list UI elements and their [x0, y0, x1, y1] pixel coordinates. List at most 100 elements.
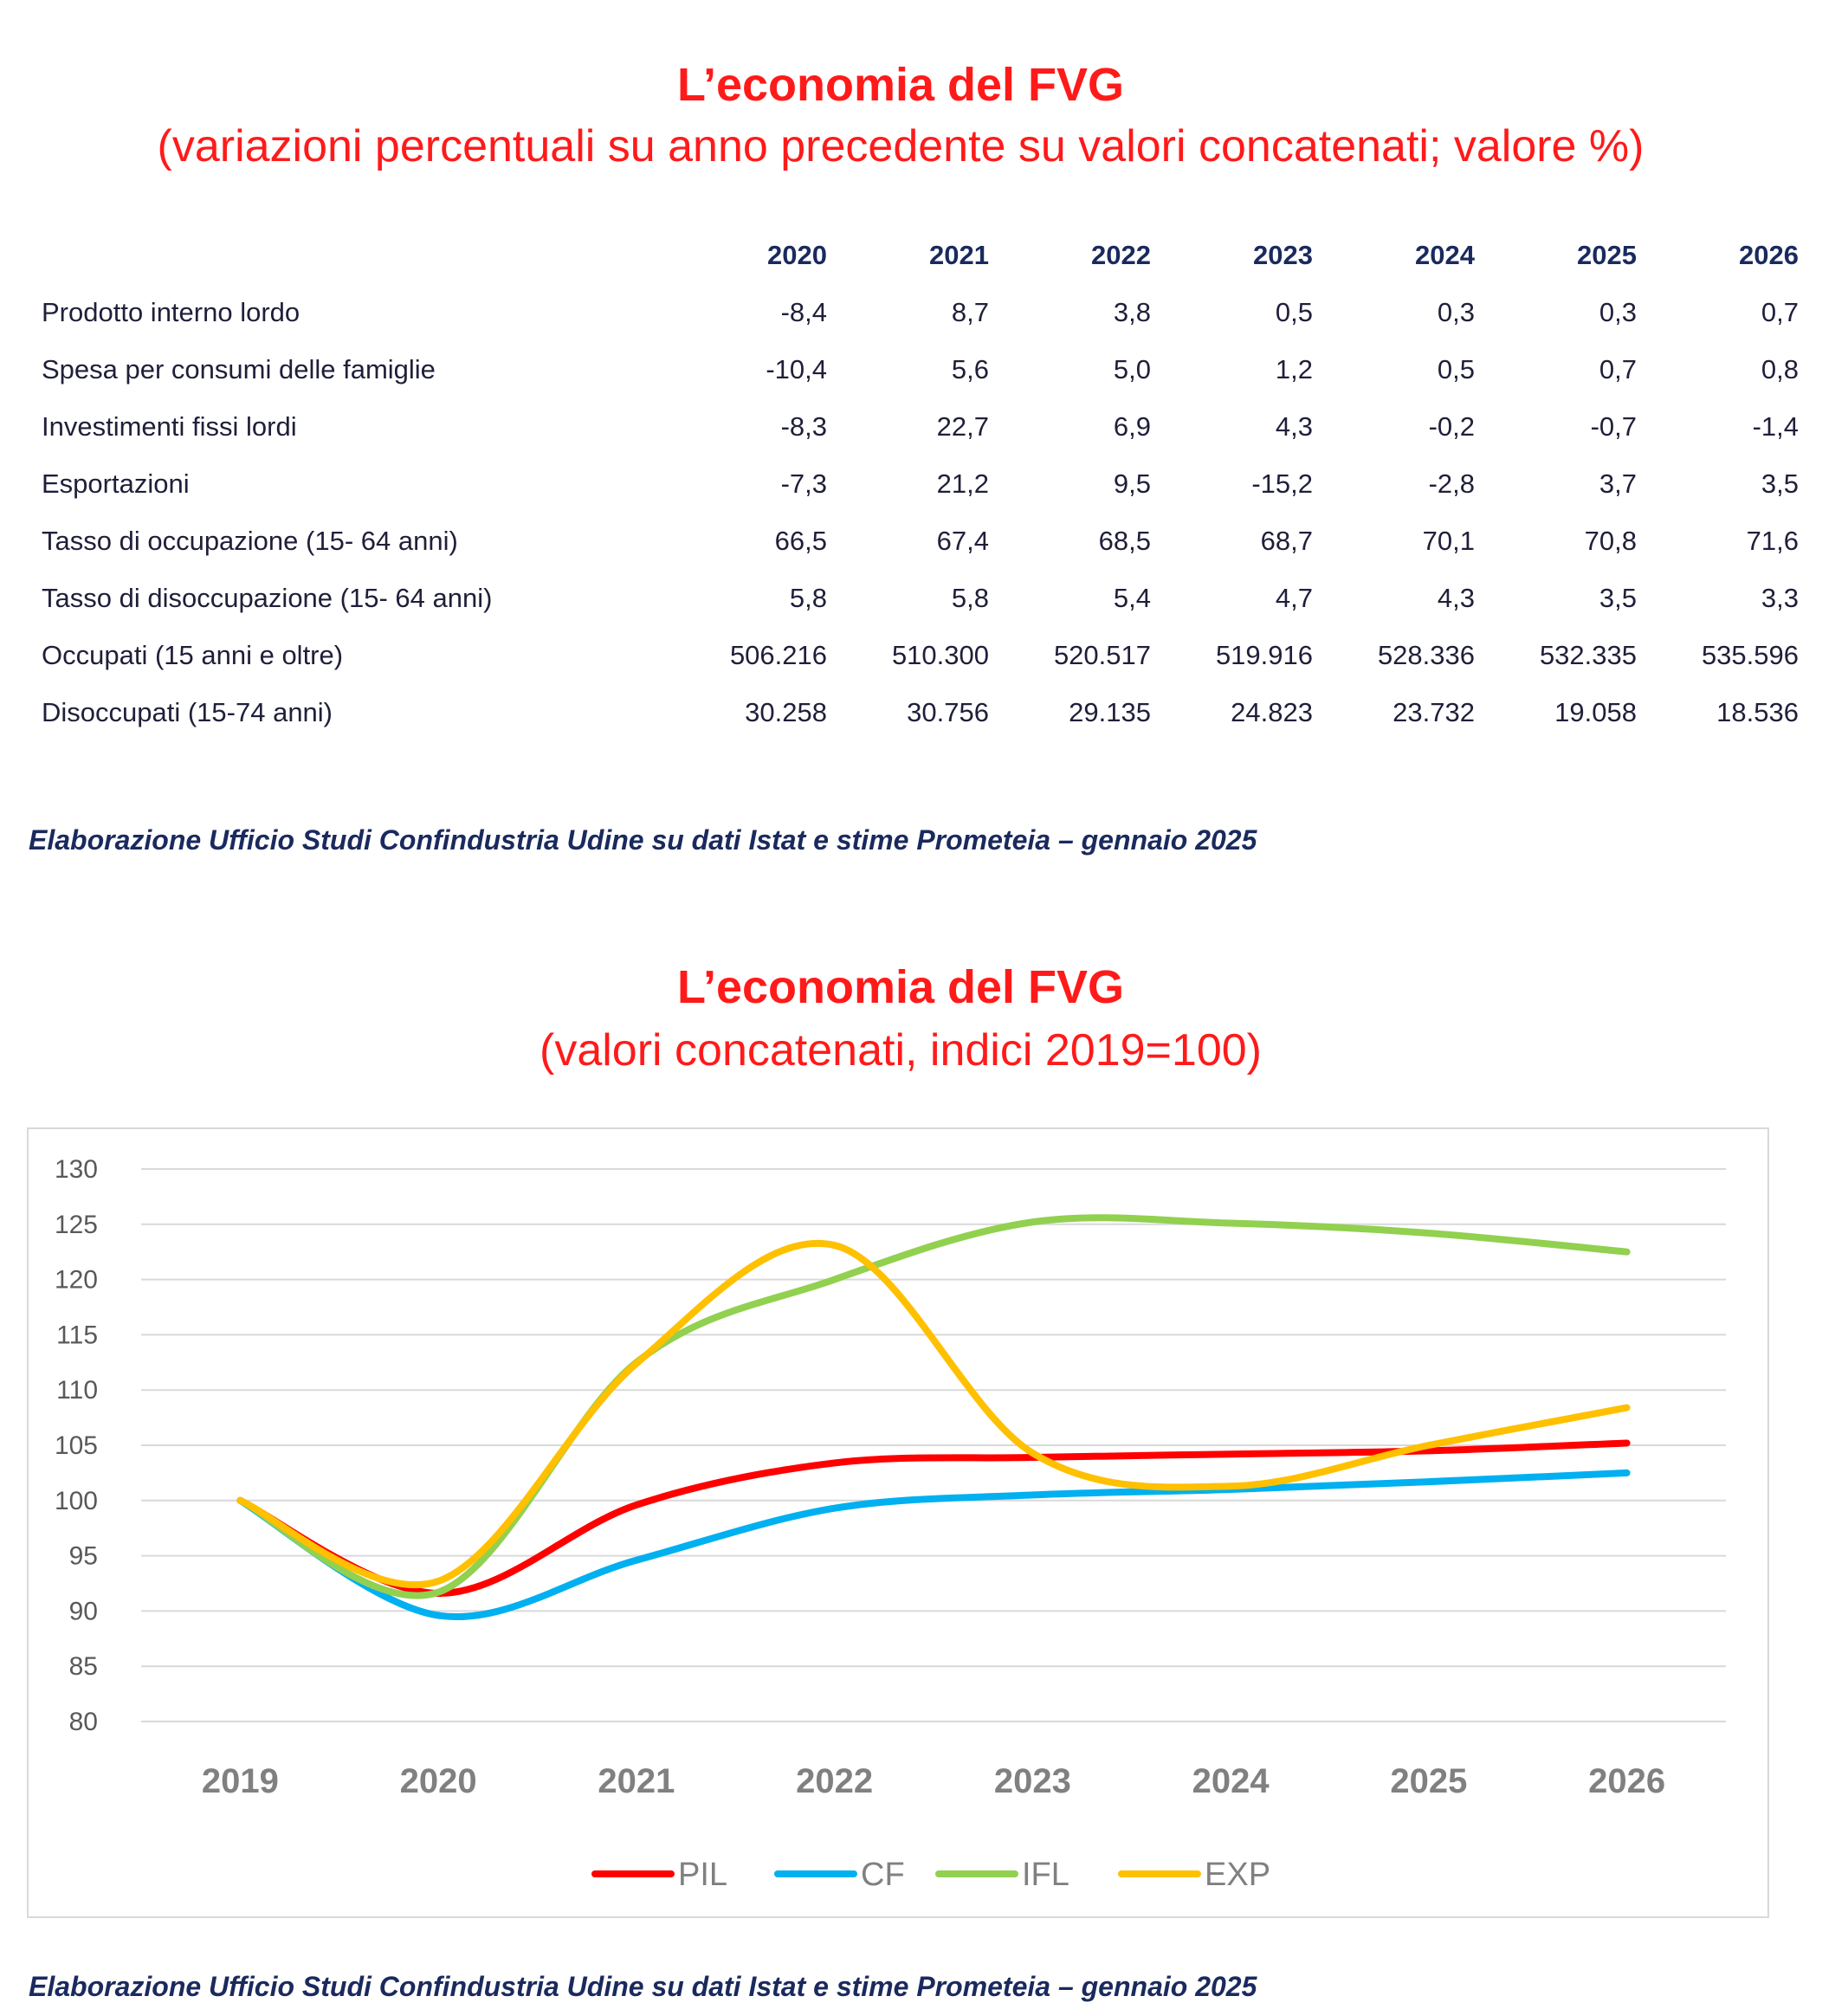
table-cell: 70,8: [1584, 526, 1637, 556]
x-tick-label: 2020: [400, 1762, 477, 1800]
legend-label: EXP: [1205, 1857, 1270, 1893]
table-cell: 3,5: [1599, 583, 1637, 613]
table-cell: 506.216: [729, 640, 827, 670]
table-cell: 6,9: [1113, 411, 1151, 442]
x-tick-label: 2023: [994, 1762, 1071, 1800]
table-cell: 68,5: [1098, 526, 1151, 556]
table-cell: -7,3: [780, 468, 827, 499]
table-cell: 3,3: [1761, 583, 1799, 613]
y-tick-label: 130: [55, 1155, 98, 1184]
table-cell: 532.335: [1539, 640, 1637, 670]
table-cell: 4,3: [1275, 411, 1313, 442]
table-row: Esportazioni -7,3 21,2 9,5 -15,2 -2,8 3,7 3,5: [26, 455, 1799, 513]
table-cell: 67,4: [936, 526, 989, 556]
table-cell: 5,6: [951, 354, 989, 384]
row-label: Tasso di occupazione (15- 64 anni): [42, 526, 458, 556]
header-year: 2026: [1739, 240, 1799, 270]
row-label: Investimenti fissi lordi: [42, 411, 297, 442]
series-line-pil: [236, 1439, 1631, 1597]
row-label: Spesa per consumi delle famiglie: [42, 354, 436, 384]
table-cell: 0,3: [1437, 297, 1475, 327]
table-row: Spesa per consumi delle famiglie -10,4 5,6…: [26, 341, 1799, 398]
table-cell: 0,5: [1275, 297, 1313, 327]
table-source-note: Elaborazione Ufficio Studi Confindustria…: [29, 824, 1257, 856]
header-year: 2025: [1577, 240, 1637, 270]
x-tick-label: 2021: [598, 1762, 675, 1800]
table-title: L’economia del FVG: [676, 59, 1125, 111]
table-cell: 30.258: [745, 697, 827, 727]
table-cell: 0,5: [1437, 354, 1475, 384]
table-row: Occupati (15 anni e oltre) 506.216 510.300…: [26, 627, 1799, 684]
table-cell: 18.536: [1716, 697, 1799, 727]
y-tick-label: 110: [56, 1376, 98, 1405]
table-cell: 0,7: [1599, 354, 1637, 384]
x-tick-label: 2022: [796, 1762, 873, 1800]
table-cell: 535.596: [1701, 640, 1799, 670]
table-cell: 70,1: [1422, 526, 1475, 556]
table-cell: 5,4: [1113, 583, 1151, 613]
table-cell: 4,7: [1275, 583, 1313, 613]
row-label: Tasso di disoccupazione (15- 64 anni): [42, 583, 493, 613]
table-cell: -0,2: [1428, 411, 1475, 442]
table-cell: 3,7: [1599, 468, 1637, 499]
header-year: 2021: [929, 240, 989, 270]
legend-label: IFL: [1022, 1857, 1069, 1893]
row-label: Prodotto interno lordo: [42, 297, 300, 327]
x-tick-label: 2019: [202, 1762, 279, 1800]
table-cell: 3,8: [1113, 297, 1151, 327]
table-cell: -8,4: [780, 297, 827, 327]
table-row: Investimenti fissi lordi -8,3 22,7 6,9 4,3 -0…: [26, 398, 1799, 455]
header-year: 2020: [767, 240, 827, 270]
table-cell: 0,7: [1761, 297, 1799, 327]
y-tick-label: 115: [56, 1321, 98, 1349]
table-cell: -0,7: [1590, 411, 1637, 442]
table-cell: 30.756: [907, 697, 989, 727]
line-chart: 80 85 90 95 100 105 110 115 120 125 130 2019 2020 202…: [55, 1155, 1726, 1893]
table-cell: -2,8: [1428, 468, 1475, 499]
table-cell: 9,5: [1113, 468, 1151, 499]
table-cell: 19.058: [1554, 697, 1637, 727]
table-cell: 519.916: [1215, 640, 1313, 670]
table-cell: -1,4: [1752, 411, 1799, 442]
series-line-cf: [236, 1469, 1631, 1620]
table-cell: 528.336: [1377, 640, 1475, 670]
table-row: Prodotto interno lordo -8,4 8,7 3,8 0,5 0,3 0,…: [26, 284, 1799, 341]
header-year: 2024: [1415, 240, 1475, 270]
table-cell: 5,8: [951, 583, 989, 613]
table-cell: 66,5: [774, 526, 827, 556]
table-cell: 5,0: [1113, 354, 1151, 384]
chart-subtitle: (valori concatenati, indici 2019=100): [540, 1025, 1262, 1076]
table-header-row: 2020 2021 2022 2023 2024 2025 2026: [26, 227, 1799, 284]
table-cell: 510.300: [891, 640, 989, 670]
x-tick-label: 2025: [1390, 1762, 1467, 1800]
y-tick-label: 120: [55, 1266, 98, 1295]
series-line-exp: [236, 1240, 1631, 1589]
y-tick-label: 95: [69, 1542, 98, 1571]
table-cell: -10,4: [766, 354, 827, 384]
table-cell: 4,3: [1437, 583, 1475, 613]
row-label: Disoccupati (15-74 anni): [42, 697, 333, 727]
table-cell: 21,2: [936, 468, 989, 499]
legend-label: CF: [861, 1857, 905, 1893]
row-label: Occupati (15 anni e oltre): [42, 640, 344, 670]
table-cell: 68,7: [1260, 526, 1313, 556]
table-cell: 29.135: [1069, 697, 1151, 727]
table-row: Disoccupati (15-74 anni) 30.258 30.756 29.1…: [26, 684, 1799, 741]
table-cell: -8,3: [780, 411, 827, 442]
y-tick-label: 125: [55, 1211, 98, 1239]
header-year: 2023: [1253, 240, 1313, 270]
y-tick-label: 90: [69, 1597, 98, 1625]
x-tick-label: 2024: [1192, 1762, 1270, 1800]
chart-title: L’economia del FVG: [676, 961, 1125, 1013]
legend-label: PIL: [678, 1857, 727, 1893]
series-line-ifl: [236, 1214, 1631, 1599]
table-row: Tasso di disoccupazione (15- 64 anni) 5,8…: [26, 570, 1799, 627]
row-label: Esportazioni: [42, 468, 190, 499]
table-subtitle: (variazioni percentuali su anno preceden…: [157, 121, 1644, 171]
table-cell: 22,7: [936, 411, 989, 442]
x-tick-label: 2026: [1588, 1762, 1665, 1800]
table-cell: 0,8: [1761, 354, 1799, 384]
table-cell: 8,7: [951, 297, 989, 327]
y-tick-label: 100: [55, 1487, 98, 1515]
y-tick-label: 105: [55, 1431, 98, 1460]
